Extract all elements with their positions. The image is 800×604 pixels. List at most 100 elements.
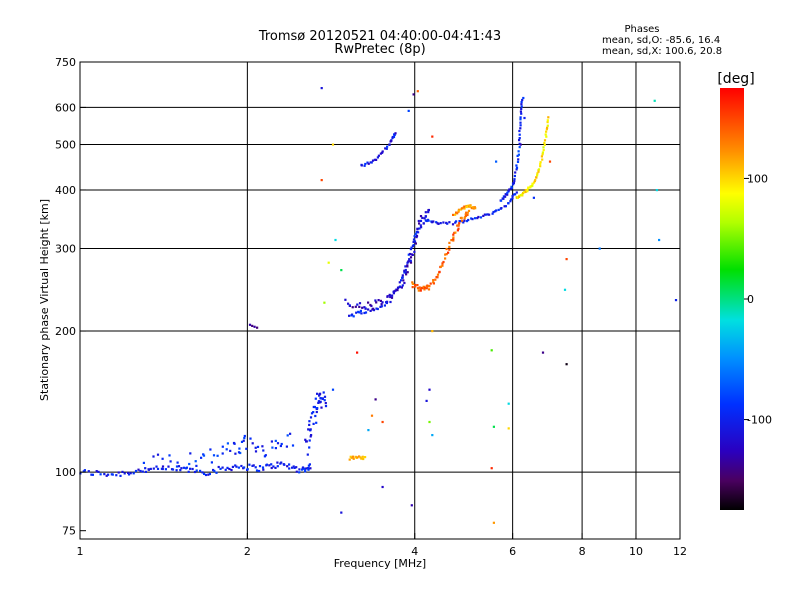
data-point [268,464,271,467]
data-point [155,465,158,468]
data-point [409,261,413,264]
data-point [520,105,523,108]
data-point [304,469,307,472]
data-point [444,253,447,256]
data-point [304,438,307,441]
data-point [542,149,545,152]
data-point [508,188,511,191]
data-point [431,135,434,138]
data-point [254,450,258,453]
colorbar [720,88,744,510]
x-axis-label: Frequency [MHz] [334,557,426,570]
data-point [355,311,358,314]
data-point [219,467,222,470]
data-point [381,150,384,153]
data-point [357,310,360,313]
data-point [504,193,507,196]
data-point [375,158,378,161]
data-point [455,220,458,223]
data-point [458,220,461,223]
data-point [276,461,279,464]
data-point [507,202,510,205]
data-point [255,469,259,472]
data-point [432,220,435,223]
data-point [653,99,656,102]
data-point [367,301,370,304]
data-point [445,247,448,251]
data-point [463,216,467,219]
data-point [536,172,539,175]
data-point [509,200,512,203]
data-point [225,448,228,451]
data-point [490,349,493,352]
data-point [168,454,171,457]
data-point [412,240,415,243]
data-point [364,311,368,314]
stats-line-o: mean, sd,O: -85.6, 16.4 [602,35,720,46]
y-tick-label: 750 [55,56,76,69]
data-point [418,222,421,225]
data-point [412,238,416,241]
data-point [432,282,435,285]
data-point [415,230,418,234]
data-point [398,281,401,284]
data-point [280,442,283,446]
data-point [193,470,197,474]
y-tick-label: 100 [55,466,76,479]
data-point [544,133,547,136]
data-point [322,391,325,394]
y-tick-label: 75 [62,525,76,538]
data-point [169,460,172,463]
y-tick-label: 200 [55,325,76,338]
data-point [308,446,311,449]
data-point [460,216,463,219]
data-point [127,471,130,474]
data-point [495,209,498,212]
data-point [448,245,451,248]
data-point [467,209,471,212]
data-point [319,392,322,395]
data-point [463,205,466,208]
data-point [208,472,211,476]
data-point [411,281,414,284]
data-point [243,466,246,469]
data-point [410,253,413,256]
data-point [212,468,215,472]
data-point [520,107,523,110]
data-point [463,207,466,210]
x-tick-label: 12 [673,545,687,558]
data-point [359,309,362,312]
data-point [397,286,400,289]
data-point [519,121,522,124]
data-point [416,284,419,287]
data-point [270,466,273,470]
data-point [452,233,455,236]
data-point [331,388,335,391]
data-point [348,314,351,317]
data-point [293,466,296,469]
data-point [406,265,409,268]
data-point [286,434,289,437]
data-point [363,164,366,167]
data-point [414,232,417,235]
data-point [276,442,280,445]
data-point [541,151,544,154]
data-point [516,154,519,157]
data-point [537,168,541,171]
data-point [366,161,369,164]
data-point [674,299,678,302]
data-point [364,456,367,459]
data-point [230,468,233,472]
data-point [310,412,314,415]
data-point [401,284,404,287]
data-point [545,130,548,133]
data-point [176,461,179,464]
data-point [147,468,150,471]
data-point [228,467,231,471]
data-point [511,197,514,200]
data-point [161,465,165,468]
data-point [457,209,460,212]
data-point [127,473,131,476]
data-point [323,395,327,398]
data-point [119,474,122,477]
